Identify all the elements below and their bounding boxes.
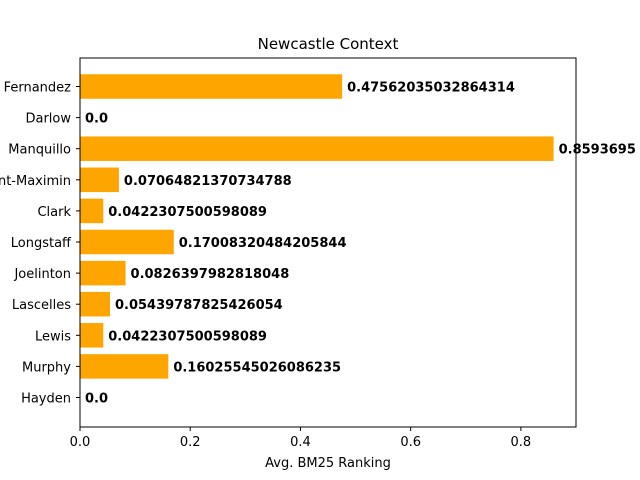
bar-value-label: 0.8593695 [559, 143, 636, 158]
bar [80, 323, 104, 348]
bar-value-label: 0.0422307500598089 [108, 329, 267, 344]
x-tick-label: 0.4 [290, 435, 311, 450]
plot-frame [79, 57, 577, 428]
bar [80, 74, 343, 99]
y-tick-label: Darlow [25, 112, 71, 127]
y-tick-label: Clark [37, 205, 71, 220]
chart-title: Newcastle Context [258, 35, 399, 53]
bar [80, 354, 169, 379]
x-tick-label: 0.2 [180, 435, 201, 450]
x-axis: 0.0 0.2 0.4 0.6 0.8 [70, 427, 532, 450]
bar-value-label: 0.05439787825426054 [115, 298, 283, 313]
y-tick-label: Joelinton [13, 267, 71, 282]
bar [80, 291, 110, 317]
bar [80, 260, 126, 286]
y-tick-label: Hayden [21, 392, 71, 407]
bar [80, 167, 119, 193]
y-tick-label: Lewis [35, 329, 71, 344]
x-tick-label: 0.0 [70, 435, 91, 450]
bar-value-label: 0.0826397982818048 [131, 267, 290, 282]
bar-value-label: 0.0 [85, 112, 108, 127]
x-axis-label: Avg. BM25 Ranking [265, 456, 391, 471]
bar-value-label: 0.17008320484205844 [179, 236, 347, 251]
bar-value-label: 0.07064821370734788 [124, 174, 292, 189]
y-tick-label: Saint-Maximin [0, 174, 71, 189]
bar-value-label: 0.0 [85, 392, 108, 407]
bars-group [80, 74, 554, 379]
bar [80, 136, 554, 161]
bar [80, 198, 104, 224]
y-axis: Fernandez Darlow Manquillo Saint-Maximin Cla… [0, 81, 80, 407]
y-tick-label: Lascelles [12, 298, 71, 313]
value-labels-group: 0.47562035032864314 0.0 0.8593695 0.0706482… [85, 81, 636, 407]
x-tick-label: 0.8 [511, 435, 532, 450]
y-tick-label: Longstaff [11, 236, 72, 251]
y-tick-label: Manquillo [8, 143, 71, 158]
bar-value-label: 0.16025545026086235 [173, 360, 341, 375]
bar-value-label: 0.0422307500598089 [108, 205, 267, 220]
bar-value-label: 0.47562035032864314 [347, 81, 515, 96]
bar [80, 229, 174, 255]
y-tick-label: Fernandez [4, 81, 72, 96]
x-tick-label: 0.6 [400, 435, 421, 450]
y-tick-label: Murphy [22, 360, 71, 375]
